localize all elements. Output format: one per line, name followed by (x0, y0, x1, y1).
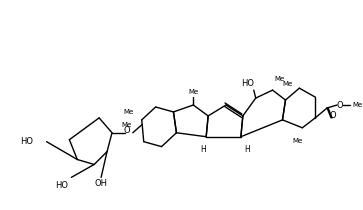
Text: Me: Me (123, 109, 134, 115)
Text: Me: Me (274, 76, 285, 82)
Text: O: O (330, 111, 337, 120)
Text: Me: Me (292, 138, 302, 144)
Text: HO: HO (241, 79, 254, 88)
Text: H: H (200, 145, 206, 154)
Text: Me: Me (188, 89, 199, 95)
Text: Me: Me (122, 122, 132, 128)
Text: OH: OH (95, 179, 107, 188)
Text: Me: Me (282, 81, 293, 87)
Text: O: O (337, 101, 343, 109)
Text: O: O (123, 126, 130, 135)
Text: H: H (244, 145, 250, 154)
Text: HO: HO (20, 137, 33, 146)
Text: HO: HO (55, 181, 68, 190)
Text: Me: Me (352, 102, 362, 108)
